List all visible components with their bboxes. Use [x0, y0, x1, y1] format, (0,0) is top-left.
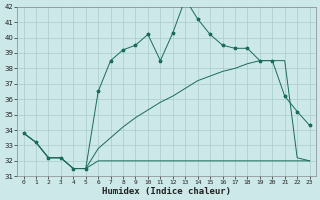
- X-axis label: Humidex (Indice chaleur): Humidex (Indice chaleur): [102, 187, 231, 196]
